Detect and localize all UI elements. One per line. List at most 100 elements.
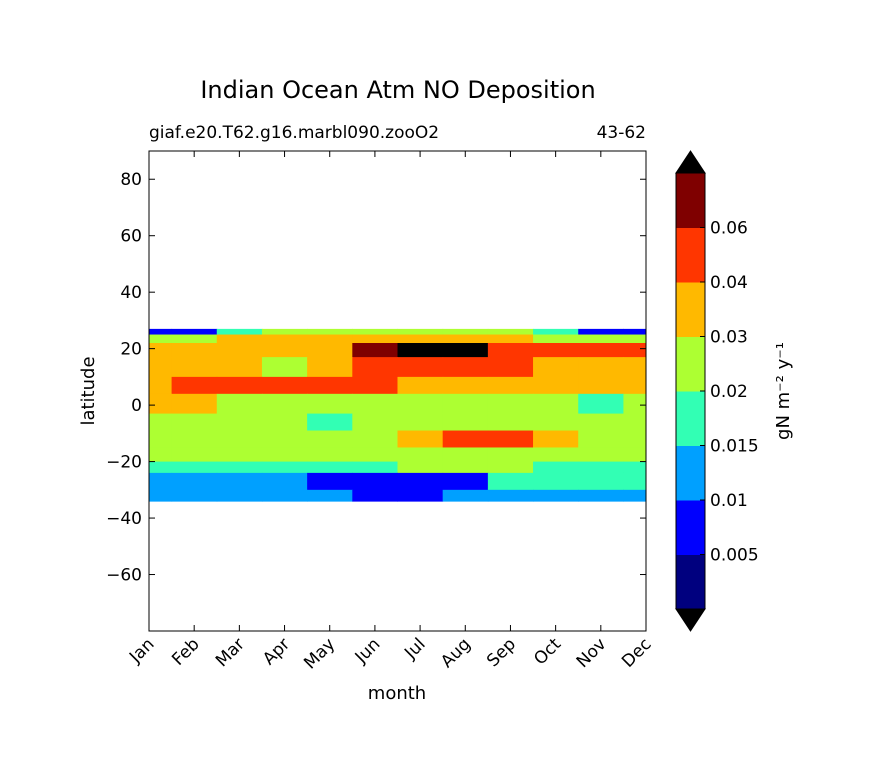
x-tick-label: Jun: [351, 634, 385, 668]
heatmap-cell: [352, 328, 398, 336]
heatmap-cell: [578, 489, 624, 502]
heatmap-cell: [171, 413, 218, 432]
heatmap-cell: [442, 489, 489, 502]
heatmap-cell: [216, 413, 263, 432]
heatmap-cell: [623, 461, 647, 474]
heatmap-cell: [171, 461, 218, 474]
heatmap-cell: [487, 413, 534, 432]
heatmap-cell: [623, 334, 647, 344]
heatmap-cell: [487, 376, 534, 395]
heatmap-cell: [578, 393, 624, 415]
heatmap-cell: [442, 461, 489, 474]
heatmap-cell: [397, 334, 444, 344]
colorbar-segment: [676, 500, 705, 555]
heatmap-cell: [261, 334, 308, 344]
heatmap-cell: [397, 393, 444, 415]
heatmap-cell: [261, 393, 308, 415]
heatmap-cell: [352, 472, 398, 491]
heatmap-cell: [578, 334, 624, 344]
heatmap-cell: [307, 461, 353, 474]
heatmap-cell: [397, 376, 444, 395]
x-tick-label: Dec: [618, 634, 655, 671]
heatmap-cell: [442, 393, 489, 415]
heatmap-cell: [533, 328, 579, 336]
heatmap-cell: [533, 334, 579, 344]
heatmap-cell: [578, 461, 624, 474]
heatmap-cell: [352, 343, 398, 358]
heatmap-cell: [533, 393, 579, 415]
heatmap-cells: [149, 328, 647, 502]
heatmap-cell: [171, 489, 218, 502]
x-tick-label: Mar: [212, 634, 249, 671]
x-tick-label: Sep: [483, 634, 520, 671]
heatmap-cell: [216, 343, 263, 358]
heatmap-cell: [307, 343, 353, 358]
heatmap-cell: [442, 472, 489, 491]
heatmap-cell: [149, 343, 173, 358]
heatmap-cell: [149, 489, 173, 502]
heatmap-cell: [352, 376, 398, 395]
colorbar-segment: [676, 445, 705, 501]
heatmap-cell: [533, 343, 579, 358]
heatmap-cell: [623, 430, 647, 448]
heatmap-cell: [149, 447, 173, 463]
heatmap-cell: [397, 413, 444, 432]
heatmap-cell: [149, 357, 173, 378]
heatmap-cell: [397, 461, 444, 474]
colorbar-tick-label: 0.04: [710, 273, 748, 293]
heatmap-cell: [487, 328, 534, 336]
heatmap-cell: [578, 430, 624, 448]
plot-area: Jan Feb Mar Apr May Jun Jul Aug Sep Oct Nov Dec 80 6…: [106, 150, 656, 673]
heatmap-cell: [397, 447, 444, 463]
heatmap-cell: [623, 472, 647, 491]
x-tick-label: Jan: [125, 634, 158, 667]
heatmap-cell: [307, 472, 353, 491]
y-tick-label: −40: [106, 509, 142, 529]
heatmap-cell: [171, 357, 218, 378]
heatmap-cell: [578, 447, 624, 463]
heatmap-cell: [352, 413, 398, 432]
heatmap-cell: [352, 461, 398, 474]
heatmap-cell: [171, 343, 218, 358]
y-axis-ticks: 80 60 40 20 0 −20 −40 −60: [106, 170, 646, 586]
heatmap-cell: [261, 447, 308, 463]
heatmap-cell: [623, 357, 647, 378]
heatmap-cell: [171, 376, 218, 395]
x-tick-label: Apr: [259, 634, 294, 669]
y-axis-label: latitude: [78, 356, 99, 425]
heatmap-cell: [216, 472, 263, 491]
heatmap-cell: [442, 343, 489, 358]
heatmap-cell: [487, 357, 534, 378]
x-tick-label: Jul: [400, 634, 429, 663]
heatmap-cell: [487, 343, 534, 358]
heatmap-cell: [149, 430, 173, 448]
heatmap-cell: [578, 376, 624, 395]
y-tick-label: 80: [120, 170, 142, 190]
heatmap-cell: [533, 447, 579, 463]
plot-frame: [148, 150, 647, 632]
heatmap-cell: [578, 328, 624, 336]
heatmap-cell: [307, 447, 353, 463]
heatmap-cell: [442, 376, 489, 395]
heatmap-cell: [261, 461, 308, 474]
colorbar-tick-label: 0.03: [710, 328, 748, 348]
heatmap-cell: [352, 447, 398, 463]
heatmap-cell: [216, 393, 263, 415]
y-tick-label: 40: [120, 283, 142, 303]
heatmap-cell: [487, 489, 534, 502]
heatmap-cell: [261, 376, 308, 395]
heatmap-cell: [352, 489, 398, 502]
colorbar-extend-min: [675, 608, 706, 632]
x-tick-label: Oct: [530, 634, 565, 669]
colorbar-tick-label: 0.015: [710, 437, 759, 457]
colorbar-tick-label: 0.005: [710, 546, 759, 566]
heatmap-cell: [171, 447, 218, 463]
heatmap-cell: [307, 413, 353, 432]
heatmap-cell: [533, 472, 579, 491]
heatmap-cell: [149, 334, 173, 344]
heatmap-cell: [261, 489, 308, 502]
heatmap-cell: [487, 334, 534, 344]
heatmap-cell: [442, 357, 489, 378]
heatmap-cell: [442, 430, 489, 448]
heatmap-cell: [623, 328, 647, 336]
